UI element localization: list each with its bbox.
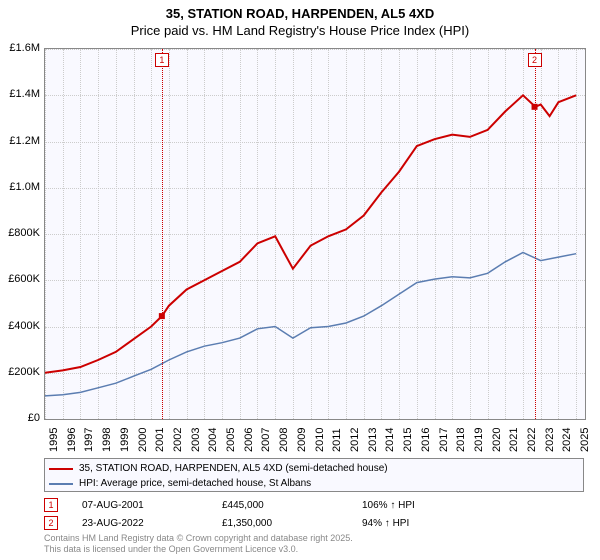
series-line (45, 95, 576, 373)
x-axis-label: 2025 (579, 428, 591, 452)
data-row-1: 1 07-AUG-2001 £445,000 106% ↑ HPI (44, 498, 584, 512)
x-axis-label: 2024 (561, 428, 573, 452)
y-axis-label: £400K (0, 320, 40, 332)
x-axis-label: 2000 (137, 428, 149, 452)
chart-container: 35, STATION ROAD, HARPENDEN, AL5 4XD Pri… (0, 0, 600, 560)
chart-plot-area: 12 (44, 48, 586, 420)
data-pct-2: 94% ↑ HPI (362, 518, 502, 529)
footer-line2: This data is licensed under the Open Gov… (44, 544, 353, 556)
x-axis-label: 1998 (101, 428, 113, 452)
legend-swatch-1 (49, 483, 73, 485)
y-axis-label: £1.0M (0, 181, 40, 193)
legend-label-0: 35, STATION ROAD, HARPENDEN, AL5 4XD (se… (79, 463, 388, 474)
y-axis-label: £1.4M (0, 88, 40, 100)
data-marker-2: 2 (44, 516, 58, 530)
legend-box: 35, STATION ROAD, HARPENDEN, AL5 4XD (se… (44, 458, 584, 492)
x-axis-label: 2016 (420, 428, 432, 452)
x-axis-label: 2005 (225, 428, 237, 452)
x-axis-label: 1997 (83, 428, 95, 452)
data-date-2: 23-AUG-2022 (82, 518, 222, 529)
y-axis-label: £1.2M (0, 135, 40, 147)
x-axis-label: 2010 (314, 428, 326, 452)
y-axis-label: £0 (0, 412, 40, 424)
data-pct-1: 106% ↑ HPI (362, 500, 502, 511)
x-axis-label: 2008 (278, 428, 290, 452)
y-axis-label: £800K (0, 227, 40, 239)
y-axis-label: £1.6M (0, 42, 40, 54)
footer: Contains HM Land Registry data © Crown c… (44, 533, 353, 556)
x-axis-label: 2009 (296, 428, 308, 452)
title-block: 35, STATION ROAD, HARPENDEN, AL5 4XD Pri… (0, 0, 600, 40)
x-axis-label: 2001 (154, 428, 166, 452)
footer-line1: Contains HM Land Registry data © Crown c… (44, 533, 353, 545)
x-axis-label: 2018 (455, 428, 467, 452)
title-line2: Price paid vs. HM Land Registry's House … (0, 23, 600, 40)
legend-row-1: HPI: Average price, semi-detached house,… (49, 476, 579, 491)
x-axis-label: 2017 (438, 428, 450, 452)
data-price-1: £445,000 (222, 500, 362, 511)
x-axis-label: 2013 (367, 428, 379, 452)
event-marker: 2 (528, 53, 542, 67)
data-price-2: £1,350,000 (222, 518, 362, 529)
data-row-2: 2 23-AUG-2022 £1,350,000 94% ↑ HPI (44, 516, 584, 530)
title-line1: 35, STATION ROAD, HARPENDEN, AL5 4XD (0, 6, 600, 23)
legend-swatch-0 (49, 468, 73, 470)
x-axis-label: 2014 (384, 428, 396, 452)
x-axis-label: 1999 (119, 428, 131, 452)
x-axis-label: 2011 (331, 428, 343, 452)
legend-row-0: 35, STATION ROAD, HARPENDEN, AL5 4XD (se… (49, 461, 579, 476)
chart-lines-svg (45, 49, 585, 419)
y-axis-label: £200K (0, 366, 40, 378)
x-axis-label: 2007 (260, 428, 272, 452)
x-axis-label: 2006 (243, 428, 255, 452)
x-axis-label: 2015 (402, 428, 414, 452)
x-axis-label: 2002 (172, 428, 184, 452)
x-axis-label: 2020 (491, 428, 503, 452)
x-axis-label: 1996 (66, 428, 78, 452)
x-axis-label: 2022 (526, 428, 538, 452)
data-date-1: 07-AUG-2001 (82, 500, 222, 511)
x-axis-label: 2019 (473, 428, 485, 452)
x-axis-label: 2021 (508, 428, 520, 452)
event-marker: 1 (155, 53, 169, 67)
x-axis-label: 1995 (48, 428, 60, 452)
series-line (45, 253, 576, 396)
x-axis-label: 2003 (190, 428, 202, 452)
legend-label-1: HPI: Average price, semi-detached house,… (79, 478, 311, 489)
x-axis-label: 2023 (544, 428, 556, 452)
x-axis-label: 2004 (207, 428, 219, 452)
x-axis-label: 2012 (349, 428, 361, 452)
y-axis-label: £600K (0, 273, 40, 285)
data-marker-1: 1 (44, 498, 58, 512)
